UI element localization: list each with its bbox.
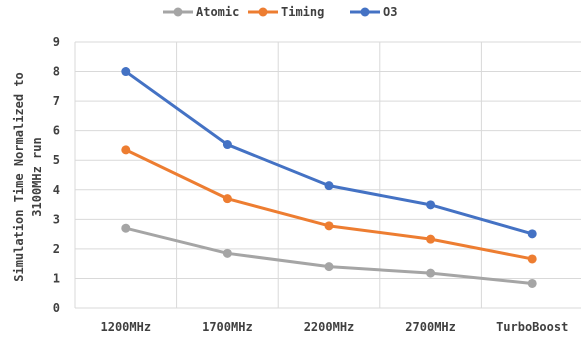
x-tick-label: 2700MHz (405, 320, 456, 334)
x-tick-label: 1700MHz (202, 320, 253, 334)
y-tick-label: 9 (53, 35, 60, 49)
legend-label-o3: O3 (383, 5, 397, 19)
legend-label-atomic: Atomic (196, 5, 239, 19)
data-point-atomic (426, 268, 436, 278)
y-tick-label: 4 (53, 183, 60, 197)
y-tick-label: 2 (53, 242, 60, 256)
data-point-atomic (324, 262, 334, 272)
data-point-o3 (527, 229, 537, 239)
y-tick-label: 8 (53, 65, 60, 79)
y-tick-label: 0 (53, 301, 60, 315)
data-point-timing (527, 254, 537, 264)
x-axis-ticks: 1200MHz 1700MHz 2200MHz 2700MHz TurboBoost (101, 320, 569, 334)
gridlines (74, 41, 581, 309)
legend-label-timing: Timing (281, 5, 324, 19)
series-line-atomic (125, 226, 533, 285)
data-point-o3 (222, 140, 232, 150)
data-point-atomic (121, 223, 131, 233)
y-tick-label: 3 (53, 212, 60, 226)
y-axis-ticks: 0 1 2 3 4 5 6 7 8 9 (53, 35, 60, 315)
legend: Atomic Timing O3 (163, 5, 397, 19)
legend-marker-o3 (360, 7, 370, 17)
x-tick-label: 2200MHz (304, 320, 355, 334)
data-point-o3 (121, 67, 131, 77)
y-tick-label: 6 (53, 124, 60, 138)
legend-marker-atomic (173, 7, 183, 17)
y-axis-label-line-2: 3100MHz run (30, 137, 44, 216)
series-line-o3 (124, 70, 533, 236)
y-tick-label: 1 (53, 271, 60, 285)
data-point-o3 (426, 200, 436, 210)
data-point-timing (222, 194, 232, 204)
data-point-atomic (222, 248, 232, 258)
y-axis-label: Simulation Time Normalized to 3100MHz ru… (12, 72, 44, 282)
y-axis-label-line-1: Simulation Time Normalized to (12, 72, 26, 282)
data-point-atomic (527, 278, 537, 288)
data-point-timing (121, 145, 131, 155)
data-point-o3 (324, 181, 334, 191)
y-tick-label: 7 (53, 94, 60, 108)
series-lines (121, 67, 537, 288)
y-tick-label: 5 (53, 153, 60, 167)
data-point-timing (324, 221, 334, 231)
x-tick-label: 1200MHz (101, 320, 152, 334)
x-tick-label: TurboBoost (496, 320, 568, 334)
data-point-timing (426, 234, 436, 244)
legend-marker-timing (258, 7, 268, 17)
